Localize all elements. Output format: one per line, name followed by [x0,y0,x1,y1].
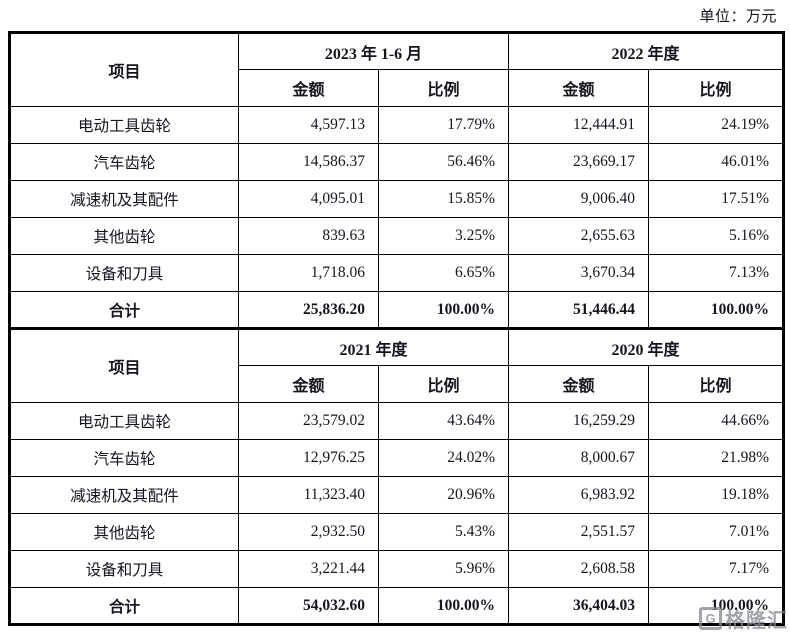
amount-cell: 2,655.63 [508,217,649,255]
row-item-label: 设备和刀具 [9,550,239,588]
ratio-cell: 7.17% [647,550,785,588]
amount-cell: 6,983.92 [508,476,649,514]
ratio-cell: 44.66% [647,402,785,440]
amount-cell: 3,670.34 [508,254,649,292]
row-item-label: 减速机及其配件 [9,180,239,218]
amount-cell: 16,259.29 [508,402,649,440]
amount-cell: 839.63 [238,217,379,255]
ratio-cell: 24.02% [378,439,509,477]
row-item-label: 电动工具齿轮 [9,106,239,144]
table-section-2023-2022: 项目 2023 年 1-6 月 2022 年度 金额 比例 金额 比例 电动工具… [9,32,785,329]
column-header-amount: 金额 [238,365,379,403]
total-amount-cell: 54,032.60 [238,587,379,625]
column-header-ratio: 比例 [647,365,785,403]
table-row: 其他齿轮 2,932.50 5.43% 2,551.57 7.01% [9,513,785,551]
total-row: 合计 25,836.20 100.00% 51,446.44 100.00% [9,291,785,329]
ratio-cell: 43.64% [378,402,509,440]
amount-cell: 4,095.01 [238,180,379,218]
total-ratio-cell: 100.00% [647,587,785,625]
row-item-label: 汽车齿轮 [9,143,239,181]
ratio-cell: 7.13% [647,254,785,292]
row-item-label: 其他齿轮 [9,513,239,551]
table-section-2021-2020: 项目 2021 年度 2020 年度 金额 比例 金额 比例 电动工具齿轮 23… [9,327,785,625]
table-row: 设备和刀具 3,221.44 5.96% 2,608.58 7.17% [9,550,785,588]
gelonghui-logo-icon: G [699,607,722,630]
column-header-period-2022: 2022 年度 [507,32,785,70]
table-row: 汽车齿轮 12,976.25 24.02% 8,000.67 21.98% [9,439,785,477]
ratio-cell: 15.85% [378,180,509,218]
ratio-cell: 6.65% [378,254,509,292]
ratio-cell: 5.96% [378,550,509,588]
column-header-ratio: 比例 [647,69,785,107]
ratio-cell: 21.98% [647,439,785,477]
gelonghui-watermark: G 格隆汇 [699,604,788,633]
row-item-label: 汽车齿轮 [9,439,239,477]
amount-cell: 9,006.40 [508,180,649,218]
column-header-item: 项目 [9,32,239,107]
column-header-period-2021: 2021 年度 [238,327,509,366]
ratio-cell: 20.96% [378,476,509,514]
column-header-item: 项目 [9,327,239,403]
total-amount-cell: 36,404.03 [508,587,649,625]
column-header-ratio: 比例 [378,69,509,107]
amount-cell: 2,608.58 [508,550,649,588]
row-item-label: 减速机及其配件 [9,476,239,514]
total-amount-cell: 25,836.20 [238,291,379,329]
amount-cell: 8,000.67 [508,439,649,477]
amount-cell: 3,221.44 [238,550,379,588]
total-amount-cell: 51,446.44 [508,291,649,329]
row-item-label: 设备和刀具 [9,254,239,292]
header-row-periods: 项目 2023 年 1-6 月 2022 年度 [9,32,785,107]
header-row-periods: 项目 2021 年度 2020 年度 [9,327,785,403]
table-row: 设备和刀具 1,718.06 6.65% 3,670.34 7.13% [9,254,785,292]
ratio-cell: 3.25% [378,217,509,255]
total-ratio-cell: 100.00% [378,587,509,625]
total-ratio-cell: 100.00% [647,291,785,329]
ratio-cell: 5.16% [647,217,785,255]
amount-cell: 23,579.02 [238,402,379,440]
amount-cell: 2,932.50 [238,513,379,551]
revenue-breakdown-table: 项目 2023 年 1-6 月 2022 年度 金额 比例 金额 比例 电动工具… [8,31,786,626]
table-row: 减速机及其配件 4,095.01 15.85% 9,006.40 17.51% [9,180,785,218]
amount-cell: 12,976.25 [238,439,379,477]
row-item-label: 其他齿轮 [9,217,239,255]
column-header-amount: 金额 [238,69,379,107]
amount-cell: 4,597.13 [238,106,379,144]
ratio-cell: 19.18% [647,476,785,514]
ratio-cell: 17.79% [378,106,509,144]
amount-cell: 14,586.37 [238,143,379,181]
ratio-cell: 24.19% [647,106,785,144]
ratio-cell: 7.01% [647,513,785,551]
table-row: 汽车齿轮 14,586.37 56.46% 23,669.17 46.01% [9,143,785,181]
amount-cell: 12,444.91 [508,106,649,144]
table-row: 其他齿轮 839.63 3.25% 2,655.63 5.16% [9,217,785,255]
watermark-text: 格隆汇 [725,610,788,632]
amount-cell: 11,323.40 [238,476,379,514]
ratio-cell: 5.43% [378,513,509,551]
ratio-cell: 17.51% [647,180,785,218]
total-label: 合计 [9,291,239,329]
amount-cell: 1,718.06 [238,254,379,292]
column-header-amount: 金额 [508,69,649,107]
column-header-period-2020: 2020 年度 [507,327,785,366]
table-row: 电动工具齿轮 4,597.13 17.79% 12,444.91 24.19% [9,106,785,144]
column-header-ratio: 比例 [378,365,509,403]
column-header-amount: 金额 [508,365,649,403]
amount-cell: 2,551.57 [508,513,649,551]
row-item-label: 电动工具齿轮 [9,402,239,440]
ratio-cell: 46.01% [647,143,785,181]
total-label: 合计 [9,587,239,625]
table-row: 减速机及其配件 11,323.40 20.96% 6,983.92 19.18% [9,476,785,514]
unit-label: 单位：万元 [699,9,777,25]
total-row: 合计 54,032.60 100.00% 36,404.03 100.00% [9,587,785,625]
header-row-measures: 金额 比例 金额 比例 [10,69,785,107]
header-row-measures: 金额 比例 金额 比例 [10,365,785,403]
ratio-cell: 56.46% [378,143,509,181]
amount-cell: 23,669.17 [508,143,649,181]
column-header-period-2023h1: 2023 年 1-6 月 [238,32,509,70]
total-ratio-cell: 100.00% [378,291,509,329]
table-row: 电动工具齿轮 23,579.02 43.64% 16,259.29 44.66% [9,402,785,440]
